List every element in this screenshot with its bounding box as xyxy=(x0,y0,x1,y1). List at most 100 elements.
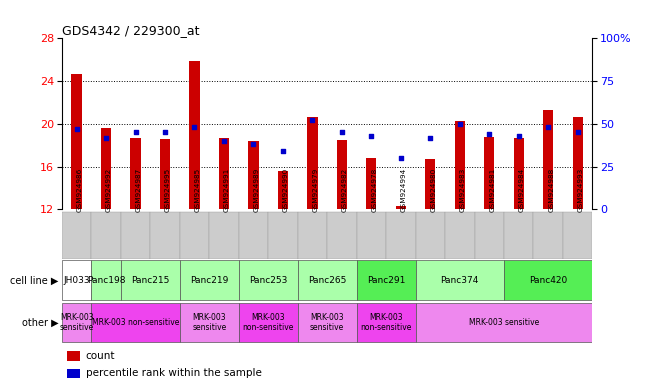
FancyBboxPatch shape xyxy=(62,260,91,300)
Text: GSM924978: GSM924978 xyxy=(371,167,378,212)
Bar xyxy=(514,138,524,209)
FancyBboxPatch shape xyxy=(239,303,298,343)
Text: GSM924995: GSM924995 xyxy=(165,167,171,212)
FancyBboxPatch shape xyxy=(121,212,150,259)
Text: Panc374: Panc374 xyxy=(441,276,479,285)
FancyBboxPatch shape xyxy=(239,260,298,300)
Text: MRK-003
non-sensitive: MRK-003 non-sensitive xyxy=(242,313,294,332)
FancyBboxPatch shape xyxy=(445,212,475,259)
Text: MRK-003
sensitive: MRK-003 sensitive xyxy=(59,313,94,332)
Text: GSM924982: GSM924982 xyxy=(342,167,348,212)
Text: GSM924990: GSM924990 xyxy=(283,167,289,212)
Text: GSM924993: GSM924993 xyxy=(577,167,584,212)
Point xyxy=(130,129,141,136)
FancyBboxPatch shape xyxy=(357,260,415,300)
Text: GSM924979: GSM924979 xyxy=(312,167,318,212)
Text: count: count xyxy=(86,351,115,361)
Bar xyxy=(484,137,494,209)
FancyBboxPatch shape xyxy=(298,303,357,343)
Point xyxy=(514,133,524,139)
Bar xyxy=(101,128,111,209)
FancyBboxPatch shape xyxy=(415,303,592,343)
Text: GSM924981: GSM924981 xyxy=(490,167,495,212)
FancyBboxPatch shape xyxy=(121,260,180,300)
FancyBboxPatch shape xyxy=(504,260,592,300)
Bar xyxy=(572,118,583,209)
Text: Panc265: Panc265 xyxy=(308,276,346,285)
FancyBboxPatch shape xyxy=(91,303,180,343)
Point xyxy=(101,134,111,141)
Point xyxy=(189,124,200,130)
Bar xyxy=(425,159,436,209)
FancyBboxPatch shape xyxy=(150,212,180,259)
Text: Panc198: Panc198 xyxy=(87,276,125,285)
FancyBboxPatch shape xyxy=(475,212,504,259)
Bar xyxy=(67,369,81,378)
Text: MRK-003 sensitive: MRK-003 sensitive xyxy=(469,318,539,327)
Point xyxy=(278,148,288,154)
Text: GSM924985: GSM924985 xyxy=(195,167,201,212)
Point xyxy=(366,133,376,139)
FancyBboxPatch shape xyxy=(415,212,445,259)
FancyBboxPatch shape xyxy=(91,260,121,300)
Point xyxy=(484,131,495,137)
Text: MRK-003 non-sensitive: MRK-003 non-sensitive xyxy=(92,318,179,327)
Text: Panc420: Panc420 xyxy=(529,276,567,285)
Text: Panc219: Panc219 xyxy=(190,276,229,285)
Point xyxy=(248,141,258,147)
Text: MRK-003
sensitive: MRK-003 sensitive xyxy=(310,313,344,332)
FancyBboxPatch shape xyxy=(533,212,563,259)
FancyBboxPatch shape xyxy=(563,212,592,259)
Text: GSM924991: GSM924991 xyxy=(224,167,230,212)
FancyBboxPatch shape xyxy=(209,212,239,259)
Bar xyxy=(189,61,200,209)
Point xyxy=(425,134,436,141)
Point xyxy=(454,121,465,127)
Bar xyxy=(307,118,318,209)
FancyBboxPatch shape xyxy=(180,260,239,300)
Text: GSM924984: GSM924984 xyxy=(519,167,525,212)
Text: GSM924988: GSM924988 xyxy=(548,167,554,212)
Text: MRK-003
sensitive: MRK-003 sensitive xyxy=(192,313,227,332)
Text: Panc291: Panc291 xyxy=(367,276,406,285)
FancyBboxPatch shape xyxy=(62,303,91,343)
Bar xyxy=(278,171,288,209)
FancyBboxPatch shape xyxy=(180,303,239,343)
Text: MRK-003
non-sensitive: MRK-003 non-sensitive xyxy=(361,313,412,332)
Text: other ▶: other ▶ xyxy=(22,318,59,328)
Bar xyxy=(67,351,81,361)
Point xyxy=(572,129,583,136)
FancyBboxPatch shape xyxy=(357,212,386,259)
Bar xyxy=(543,110,553,209)
Text: cell line ▶: cell line ▶ xyxy=(10,275,59,285)
Text: Panc215: Panc215 xyxy=(131,276,169,285)
Bar xyxy=(337,140,347,209)
Text: GSM924989: GSM924989 xyxy=(253,167,260,212)
Text: GSM924994: GSM924994 xyxy=(401,167,407,212)
FancyBboxPatch shape xyxy=(298,212,327,259)
Text: Panc253: Panc253 xyxy=(249,276,287,285)
Bar xyxy=(248,141,258,209)
FancyBboxPatch shape xyxy=(327,212,357,259)
Text: GSM924983: GSM924983 xyxy=(460,167,465,212)
FancyBboxPatch shape xyxy=(386,212,415,259)
FancyBboxPatch shape xyxy=(180,212,209,259)
Text: JH033: JH033 xyxy=(63,276,90,285)
Bar xyxy=(366,158,376,209)
Bar xyxy=(72,74,82,209)
Point xyxy=(307,118,318,124)
FancyBboxPatch shape xyxy=(268,212,298,259)
Point xyxy=(337,129,347,136)
FancyBboxPatch shape xyxy=(504,212,533,259)
Text: GDS4342 / 229300_at: GDS4342 / 229300_at xyxy=(62,24,199,37)
Bar xyxy=(160,139,170,209)
FancyBboxPatch shape xyxy=(357,303,415,343)
FancyBboxPatch shape xyxy=(298,260,357,300)
FancyBboxPatch shape xyxy=(239,212,268,259)
Text: GSM924987: GSM924987 xyxy=(135,167,141,212)
Point xyxy=(543,124,553,130)
Point xyxy=(219,138,229,144)
FancyBboxPatch shape xyxy=(415,260,504,300)
Bar xyxy=(130,138,141,209)
Text: GSM924986: GSM924986 xyxy=(77,167,83,212)
